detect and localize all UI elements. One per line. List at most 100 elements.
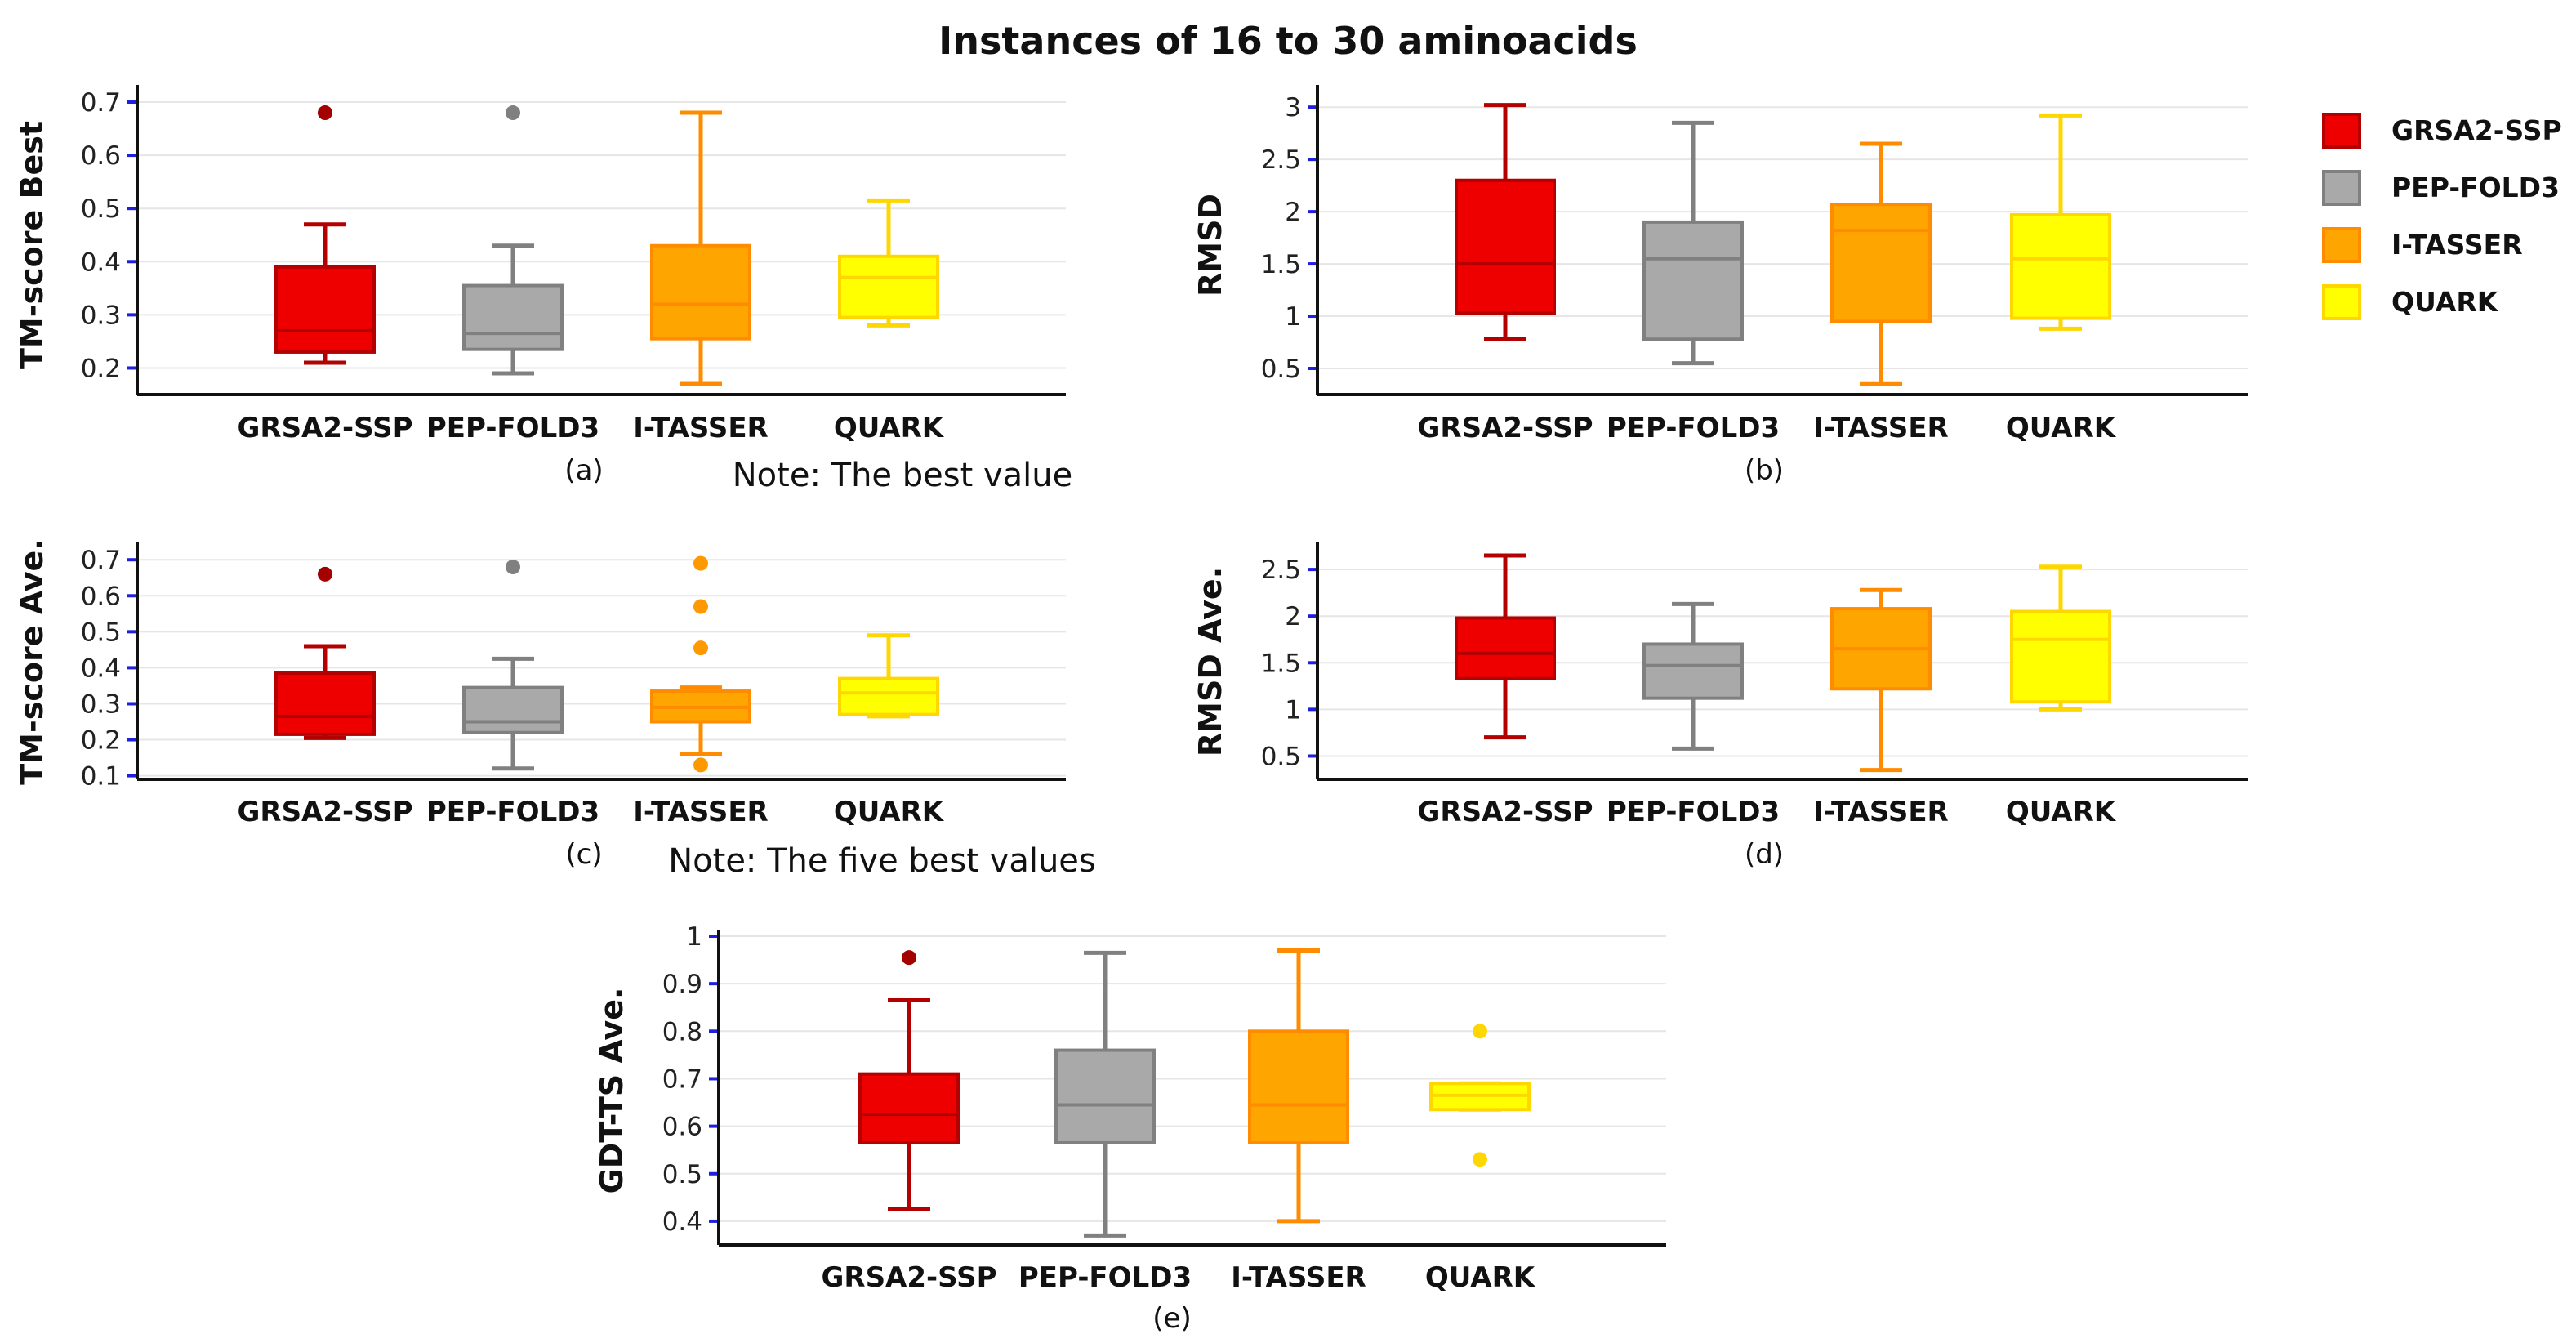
x-category-label: QUARK: [2006, 796, 2117, 828]
legend-item-pep-fold3: PEP-FOLD3: [2322, 170, 2560, 206]
y-tick-label: 1.5: [1261, 649, 1301, 678]
box-i-tasser: [1830, 587, 1932, 773]
y-tick-label: 0.7: [81, 88, 121, 118]
box-i-tasser: [650, 110, 751, 386]
figure-title: Instances of 16 to 30 aminoacids: [938, 19, 1638, 63]
outlier-point: [693, 757, 708, 773]
y-axis-label: TM-score Best: [14, 121, 50, 369]
box-i-tasser: [1248, 948, 1349, 1224]
legend: GRSA2-SSP PEP-FOLD3 I-TASSER QUARK: [2322, 113, 2562, 320]
x-category-label: I-TASSER: [633, 412, 768, 444]
outlier-point: [693, 640, 708, 656]
y-axis-label: RMSD Ave.: [1192, 567, 1228, 756]
outlier-point: [693, 555, 708, 571]
x-category-label: I-TASSER: [1813, 412, 1948, 444]
panel-note: Note: The five best values: [668, 842, 1096, 880]
box-grsa2-ssp: [274, 566, 376, 740]
y-tick-label: 0.8: [662, 1017, 702, 1046]
legend-label: QUARK: [2391, 286, 2499, 318]
box-pep-fold3: [462, 105, 564, 376]
box-grsa2-ssp: [274, 105, 376, 365]
iqr-box: [462, 283, 564, 351]
x-category-label: I-TASSER: [1813, 796, 1948, 828]
y-tick-label: 0.5: [662, 1160, 702, 1189]
x-category-label: I-TASSER: [1231, 1261, 1366, 1294]
outlier-point: [318, 566, 332, 582]
y-axis-label: TM-score Ave.: [14, 538, 50, 785]
legend-label: PEP-FOLD3: [2391, 172, 2560, 203]
x-category-label: QUARK: [834, 796, 945, 828]
y-tick-label: 0.4: [81, 248, 121, 277]
iqr-box: [2010, 212, 2111, 320]
legend-item-grsa2-ssp: GRSA2-SSP: [2322, 113, 2562, 149]
box-quark: [838, 198, 939, 328]
y-tick-label: 1: [1285, 695, 1301, 725]
panel-caption: (b): [1745, 454, 1784, 487]
chart-panel-a: 0.2 0.3 0.4 0.5 0.6 0.7 TM-score Best GRSA2-SSP…: [14, 85, 1072, 494]
y-tick-label: 0.3: [81, 301, 121, 330]
iqr-box: [274, 265, 376, 354]
box-quark: [2010, 564, 2111, 712]
x-category-label: PEP-FOLD3: [1018, 1261, 1192, 1294]
x-category-label: GRSA2-SSP: [237, 796, 412, 828]
box-quark: [1429, 1024, 1531, 1167]
legend-item-quark: QUARK: [2322, 284, 2499, 320]
outlier-point: [506, 105, 520, 121]
iqr-box: [1830, 203, 1932, 323]
legend-label: GRSA2-SSP: [2391, 114, 2562, 146]
y-tick-label: 2.5: [1261, 145, 1301, 175]
y-tick-label: 0.5: [1261, 355, 1301, 384]
y-tick-label: 0.4: [662, 1207, 702, 1237]
x-category-label: PEP-FOLD3: [1607, 412, 1780, 444]
iqr-box: [1642, 642, 1744, 700]
panel-caption: (c): [565, 838, 602, 871]
x-category-label: PEP-FOLD3: [1607, 796, 1780, 828]
legend-swatch: [2322, 170, 2361, 206]
panel-caption: (a): [564, 454, 603, 487]
outlier-point: [1473, 1152, 1487, 1167]
box-i-tasser: [650, 555, 751, 773]
y-tick-label: 1.5: [1261, 250, 1301, 279]
iqr-box: [838, 254, 939, 319]
box-grsa2-ssp: [858, 950, 960, 1211]
y-tick-label: 0.6: [81, 141, 121, 171]
legend-swatch: [2322, 284, 2361, 320]
y-tick-label: 2: [1285, 602, 1301, 631]
x-category-label: GRSA2-SSP: [237, 412, 412, 444]
legend-swatch: [2322, 113, 2361, 149]
box-grsa2-ssp: [1455, 553, 1556, 740]
chart-panel-b: 0.5 1 1.5 2 2.5 3 RMSD GRSA2-SSP PEP-FOLD3 I-TASS…: [1192, 85, 2248, 487]
iqr-box: [1642, 220, 1744, 341]
legend-swatch: [2322, 227, 2361, 263]
x-category-label: QUARK: [834, 412, 945, 444]
y-tick-label: 0.3: [81, 689, 121, 719]
outlier-point: [1473, 1024, 1487, 1039]
panel-note: Note: The best value: [733, 457, 1072, 494]
chart-panels: 0.2 0.3 0.4 0.5 0.6 0.7 TM-score Best GRSA2-SSP…: [14, 85, 2248, 1335]
y-tick-label: 0.2: [81, 354, 121, 383]
y-tick-label: 3: [1285, 93, 1301, 123]
chart-panel-e: 0.4 0.5 0.6 0.7 0.8 0.9 1 GDT-TS Ave. GRSA2-SSP P…: [594, 922, 1666, 1335]
box-grsa2-ssp: [1455, 103, 1556, 341]
iqr-box: [1455, 616, 1556, 680]
panel-caption: (d): [1745, 838, 1784, 871]
iqr-box: [858, 1072, 960, 1144]
x-category-label: PEP-FOLD3: [426, 412, 599, 444]
outlier-point: [506, 560, 520, 575]
chart-panel-d: 0.5 1 1.5 2 2.5 RMSD Ave. GRSA2-SSP PEP-FOLD3 I-…: [1192, 542, 2248, 871]
x-category-label: GRSA2-SSP: [1417, 412, 1593, 444]
outlier-point: [693, 599, 708, 614]
box-pep-fold3: [1642, 601, 1744, 751]
iqr-box: [650, 243, 751, 341]
y-tick-label: 0.9: [662, 970, 702, 999]
iqr-box: [462, 685, 564, 734]
x-category-label: PEP-FOLD3: [426, 796, 599, 828]
legend-item-i-tasser: I-TASSER: [2322, 227, 2523, 263]
box-i-tasser: [1830, 141, 1932, 386]
iqr-box: [1455, 178, 1556, 315]
outlier-point: [902, 950, 916, 966]
outlier-point: [318, 105, 332, 121]
chart-panel-c: 0.1 0.2 0.3 0.4 0.5 0.6 0.7 TM-score Ave. GRSA2-…: [14, 538, 1096, 880]
box-quark: [2010, 113, 2111, 331]
